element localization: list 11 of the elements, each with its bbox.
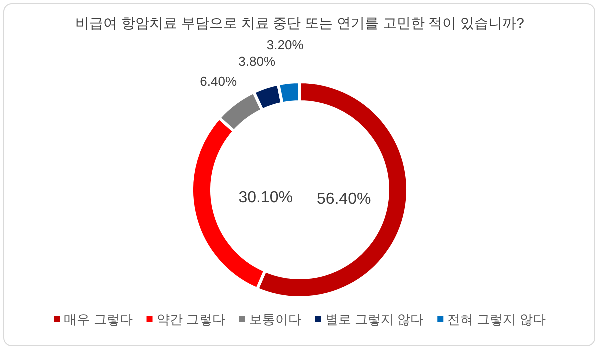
- data-label: 3.20%: [266, 38, 304, 53]
- legend-label: 보통이다: [249, 312, 302, 327]
- data-label: 30.10%: [238, 190, 293, 207]
- legend-label: 매우 그렇다: [64, 312, 133, 327]
- legend-label: 전혀 그렇지 않다: [448, 312, 546, 327]
- chart-title: 비급여 항암치료 부담으로 치료 중단 또는 연기를 고민한 적이 있습니까?: [76, 15, 525, 31]
- data-label: 56.40%: [316, 191, 372, 208]
- data-label: 6.40%: [200, 74, 238, 90]
- legend-label: 약간 그렇다: [156, 312, 226, 327]
- data-label: 3.80%: [238, 54, 276, 69]
- legend-label: 별로 그렇지 않다: [325, 312, 424, 327]
